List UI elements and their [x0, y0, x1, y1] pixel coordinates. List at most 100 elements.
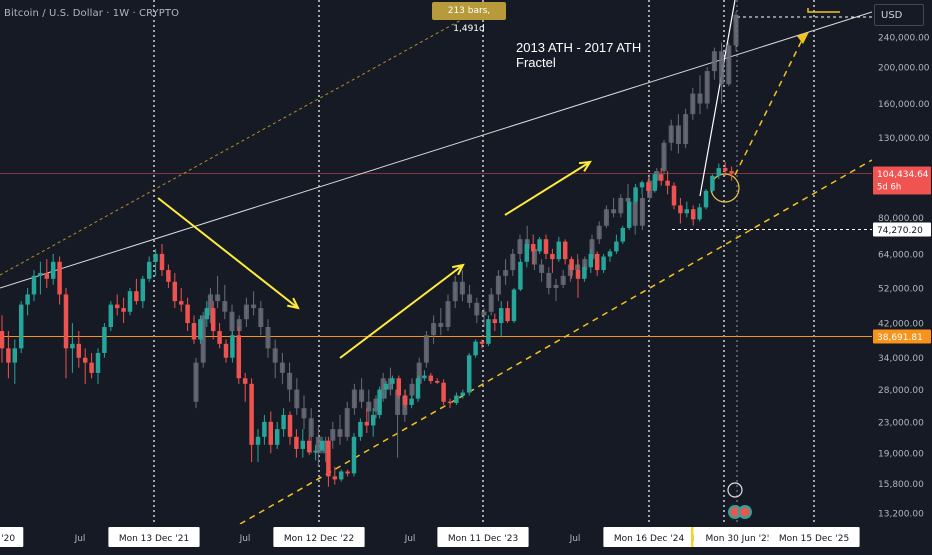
candle-body	[511, 289, 517, 322]
fractal-candle-body	[243, 304, 249, 320]
fractal-candle-body	[567, 264, 573, 276]
candle-body	[217, 331, 222, 344]
candle-body	[530, 243, 536, 252]
fractal-candle-body	[704, 71, 710, 104]
fractal-candle-body	[603, 209, 609, 226]
bar-range-tooltip: 213 bars, 1,491d	[432, 2, 506, 34]
fractal-candle-body	[495, 275, 501, 295]
candle-body	[191, 323, 197, 340]
candle-body	[396, 378, 402, 396]
fractal-candle-body	[560, 275, 566, 285]
candles-layer	[0, 162, 734, 487]
highlight-circle	[710, 173, 740, 203]
candle-body	[236, 335, 242, 379]
candle-body	[390, 378, 395, 384]
fractal-candle-body	[661, 142, 667, 172]
price-tick-label: 13,200.00	[878, 510, 924, 520]
fractal-candle-body	[452, 281, 458, 302]
time-tick-label: Mon 30 Jun '25	[706, 534, 773, 544]
fractal-candle-body	[215, 294, 221, 302]
fractal-candle-body	[351, 389, 357, 409]
candle-body	[249, 383, 254, 445]
currency-selector[interactable]: USD	[874, 4, 924, 26]
candle-body	[70, 343, 75, 349]
fractal-candle-body	[416, 362, 422, 384]
candle-body	[422, 375, 427, 379]
price-tick-label: 23,000.00	[878, 418, 924, 428]
price-axis-panel	[872, 0, 932, 550]
fractal-candle-body	[488, 294, 494, 312]
price-tick-label: 15,800.00	[878, 480, 924, 490]
price-tick-label: 28,000.00	[878, 386, 924, 396]
candle-body	[114, 304, 120, 309]
candle-body	[671, 185, 677, 206]
fractal-candle-body	[438, 323, 444, 328]
upper-channel-line	[0, 14, 471, 276]
candle-body	[127, 291, 133, 312]
chart-title: Bitcoin / U.S. Dollar · 1W · CRYPTO	[4, 8, 180, 19]
candle-body	[332, 476, 338, 480]
time-tick-label: Mon 12 Dec '22	[284, 534, 354, 544]
candle-body	[486, 319, 491, 344]
candle-body	[601, 256, 606, 271]
trend-arrowhead	[452, 263, 465, 276]
candle-body	[44, 272, 50, 279]
fractal-candle-body	[409, 383, 415, 396]
time-tick-label: Mon 15 Dec '25	[779, 534, 849, 544]
candle-body	[294, 436, 299, 449]
candle-body	[287, 414, 293, 437]
candle-body	[198, 319, 203, 340]
candle-body	[172, 281, 178, 302]
candle-body	[498, 308, 504, 324]
price-tick-label: 240,000.00	[878, 34, 930, 44]
fractal-candle-body	[639, 197, 645, 226]
candle-body	[108, 304, 114, 328]
fractal-candle-body	[294, 389, 300, 409]
candle-body	[460, 392, 466, 396]
fractal-candle-body	[539, 264, 545, 273]
candle-body	[351, 436, 357, 474]
time-tick-label: Mon 11 Dec '23	[448, 534, 518, 544]
candle-body	[102, 327, 107, 353]
fractal-candle-body	[611, 209, 617, 214]
fractal-candle-body	[272, 348, 278, 363]
fractal-candle-body	[553, 284, 559, 288]
candle-body	[166, 270, 171, 282]
fractal-candle-body	[481, 311, 487, 316]
candle-body	[665, 180, 670, 186]
candle-body	[242, 378, 248, 384]
support-label-box	[873, 329, 931, 344]
projection-arrowhead	[797, 32, 809, 44]
candle-body	[18, 304, 24, 349]
fractal-candle-body	[467, 294, 473, 303]
fractal-candle-body	[337, 429, 343, 437]
candle-body	[594, 253, 600, 271]
fractal-candle-body	[459, 281, 465, 295]
time-tick-label: Jul	[404, 534, 416, 544]
candle-body	[268, 421, 274, 445]
candle-body	[89, 362, 94, 373]
candle-body	[607, 251, 613, 257]
candle-body	[6, 348, 11, 363]
candle-body	[140, 278, 146, 302]
candle-body	[223, 343, 229, 358]
fractal-candle-body	[697, 93, 703, 104]
candle-body	[82, 357, 88, 363]
time-tick-box	[603, 527, 695, 547]
candle-body	[50, 261, 56, 279]
candle-body	[473, 341, 478, 356]
fractal-candle-body	[315, 436, 321, 454]
candle-body	[313, 450, 318, 453]
candle-body	[441, 382, 446, 402]
fractal-candle-body	[258, 308, 264, 328]
price-tick-label: 64,000.00	[878, 250, 924, 260]
candle-body	[537, 239, 542, 252]
candle-body	[121, 308, 126, 312]
candle-body	[658, 174, 664, 181]
annotation-line-1: 2013 ATH - 2017 ATH	[516, 40, 642, 55]
candle-body	[690, 209, 696, 220]
fractal-candle-body	[251, 304, 257, 309]
